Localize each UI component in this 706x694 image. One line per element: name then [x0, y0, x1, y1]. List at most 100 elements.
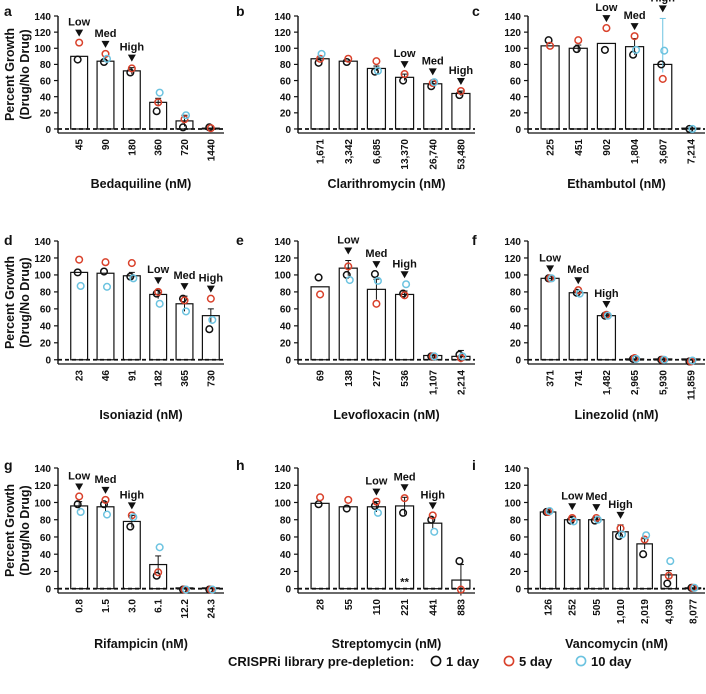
- y-tick-label-c: 120: [504, 28, 521, 39]
- bar-f-2: [596, 315, 617, 361]
- x-tick-label-e-1: 138: [344, 370, 355, 387]
- point-day1-h-5: [455, 557, 464, 566]
- y-tick-label-h: 60: [280, 533, 292, 544]
- dose-label-e-1: Low: [337, 235, 359, 247]
- y-tick-label-i: 40: [510, 550, 522, 561]
- point-day10-a-1: [102, 54, 112, 63]
- point-day1-d-4: [178, 294, 188, 303]
- point-day1-b-0: [314, 58, 323, 67]
- point-day10-i-5: [666, 557, 675, 566]
- y-tick-label-i: 0: [515, 584, 521, 595]
- point-day10-g-3: [155, 543, 164, 552]
- y-tick-label-i: 100: [504, 498, 521, 509]
- bar-g-2: [122, 520, 141, 590]
- panel-letter-f: f: [472, 232, 477, 248]
- point-day5-i-5: [664, 571, 673, 580]
- point-day1-e-2: [370, 270, 379, 279]
- bar-f-0: [540, 277, 560, 361]
- y-tick-label-h: 140: [274, 464, 291, 475]
- x-tick-label-i-5: 4,039: [664, 599, 675, 624]
- point-day5-i-4: [640, 535, 649, 544]
- point-day10-c-3: [632, 45, 641, 54]
- dose-label-b-5: High: [449, 65, 474, 77]
- bar-a-2: [122, 70, 141, 130]
- y-tick-label-a: 0: [45, 125, 51, 136]
- point-day5-c-1: [574, 36, 583, 45]
- point-day10-a-4: [181, 111, 191, 120]
- y-axis-subtitle-a: (Drug/No Drug): [18, 29, 32, 119]
- dose-label-c-3: Med: [624, 10, 646, 22]
- point-day5-c-4: [658, 74, 667, 83]
- x-axis-title-g: Rifampicin (nM): [94, 637, 188, 651]
- point-day1-h-1: [342, 504, 351, 513]
- point-day5-b-1: [344, 54, 353, 63]
- panel-a: a 0 20 40 60 80 100 120 140 Percent Growth (Drug/N…: [3, 3, 224, 191]
- x-tick-label-h-2: 110: [372, 599, 383, 616]
- x-tick-label-h-0: 28: [316, 599, 327, 611]
- y-tick-label-h: 0: [285, 584, 291, 595]
- y-tick-label-f: 140: [504, 237, 521, 248]
- dose-label-e-2: Med: [365, 248, 387, 260]
- x-tick-label-a-5: 1440: [206, 139, 217, 162]
- x-tick-label-d-1: 46: [101, 370, 112, 382]
- point-day1-i-5: [663, 579, 672, 588]
- point-day5-a-2: [127, 64, 136, 73]
- dose-arrow-icon-b-4: [428, 68, 437, 76]
- point-day1-e-3: [399, 289, 408, 298]
- point-day5-h-5: [456, 585, 465, 594]
- y-tick-label-h: 20: [280, 567, 292, 578]
- point-day5-g-3: [154, 568, 163, 577]
- bar-d-0: [70, 271, 89, 361]
- point-day5-a-4: [180, 115, 189, 124]
- legend-marker-5day: [503, 655, 515, 667]
- bar-b-2: [366, 67, 387, 130]
- dose-arrow-icon-a-2: [127, 54, 136, 62]
- y-tick-label-g: 40: [40, 550, 52, 561]
- y-tick-label-b: 140: [274, 12, 291, 23]
- dose-arrow-icon-d-5: [206, 285, 215, 293]
- point-day5-g-0: [75, 492, 84, 501]
- y-tick-label-g: 100: [34, 498, 51, 509]
- x-tick-label-i-6: 8,077: [688, 599, 699, 624]
- x-tick-label-b-3: 13,370: [400, 139, 411, 170]
- y-axis-subtitle-d: (Drug/No Drug): [18, 257, 32, 347]
- bar-b-4: [423, 83, 443, 130]
- x-tick-label-d-4: 365: [180, 370, 191, 387]
- bar-c-3: [624, 46, 645, 130]
- dose-arrow-icon-b-3: [400, 61, 409, 69]
- y-tick-label-e: 80: [280, 288, 292, 299]
- x-tick-label-e-5: 2,214: [456, 370, 467, 395]
- bar-g-0: [70, 505, 89, 590]
- y-tick-label-f: 60: [510, 305, 522, 316]
- y-tick-label-a: 100: [34, 44, 51, 55]
- bar-b-3: [394, 76, 415, 130]
- point-day1-d-1: [99, 267, 109, 276]
- y-tick-label-f: 20: [510, 339, 522, 350]
- point-day1-c-1: [572, 45, 581, 54]
- x-tick-label-a-2: 180: [127, 139, 138, 156]
- dose-label-b-3: Low: [394, 48, 416, 60]
- y-axis-title-a: Percent Growth: [3, 28, 17, 121]
- significance-annotation-h: **: [400, 577, 409, 589]
- point-day5-b-3: [400, 70, 409, 79]
- point-day10-i-1: [569, 517, 578, 526]
- bar-a-5: [201, 127, 220, 130]
- y-tick-label-b: 20: [280, 109, 292, 120]
- y-tick-label-d: 40: [40, 322, 52, 333]
- point-day10-d-3: [155, 299, 164, 308]
- bar-f-1: [568, 292, 588, 361]
- point-day1-b-5: [455, 91, 464, 100]
- point-day5-b-0: [316, 54, 325, 63]
- point-day5-e-2: [372, 299, 381, 308]
- panel-c: c 0 20 40 60 80 100 120 140 Low Med High 225 451 902 1,…: [472, 0, 705, 191]
- x-axis-title-e: Levofloxacin (nM): [333, 408, 439, 422]
- x-tick-label-a-4: 720: [180, 139, 191, 156]
- point-day10-i-0: [545, 507, 554, 516]
- dose-label-f-1: Med: [567, 264, 589, 276]
- y-tick-label-f: 40: [510, 322, 522, 333]
- bar-e-1: [338, 267, 358, 361]
- dose-arrow-icon-h-4: [428, 502, 437, 510]
- dose-label-c-2: Low: [595, 2, 617, 14]
- point-day10-d-4: [181, 307, 191, 316]
- panel-letter-h: h: [236, 457, 245, 473]
